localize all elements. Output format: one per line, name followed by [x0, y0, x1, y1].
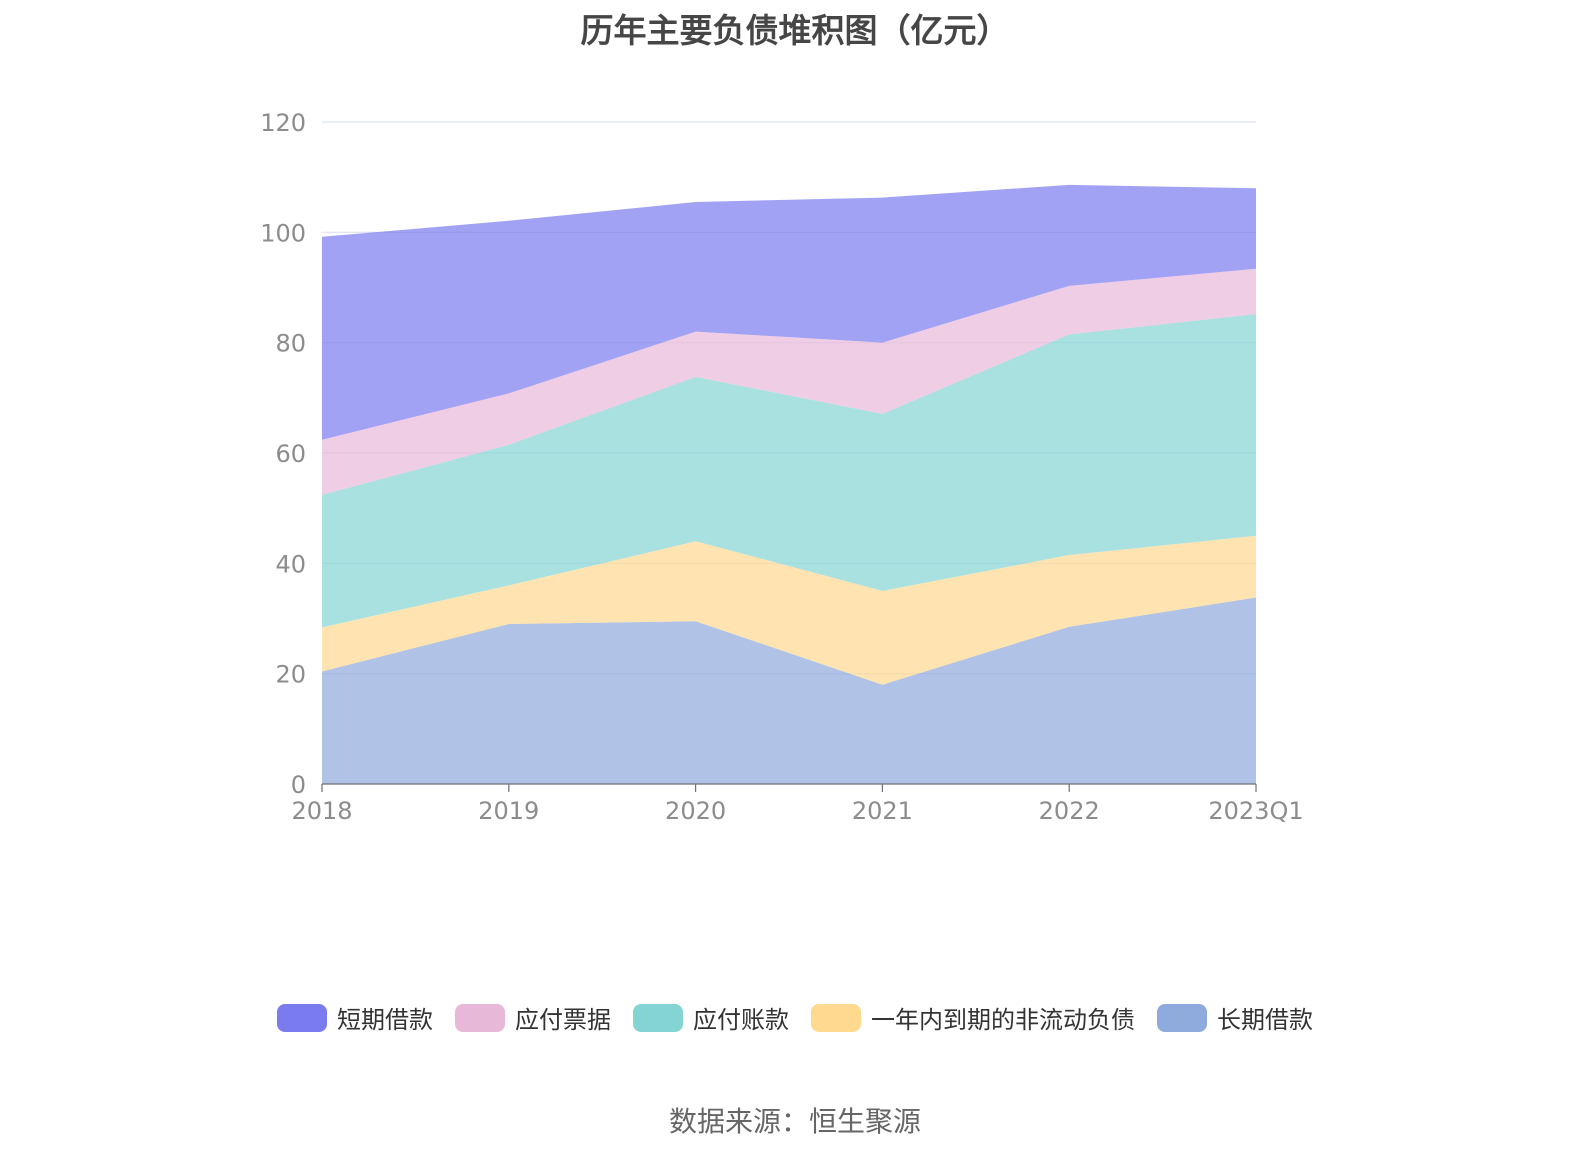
- area-一年内到期的非流动负债: [322, 535, 1256, 685]
- stacked-area-chart: 0 20 40 60 80 100 120 2018 2019 2020 2021 2022 2023…: [260, 109, 1303, 825]
- y-tick-label: 60: [275, 440, 306, 468]
- legend-label: 一年内到期的非流动负债: [871, 1006, 1135, 1034]
- y-tick-label: 0: [291, 771, 306, 799]
- legend-item[interactable]: 长期借款: [1157, 1000, 1313, 1035]
- data-source: 数据来源：恒生聚源: [668, 1105, 921, 1138]
- x-tick-label: 2018: [291, 797, 352, 825]
- legend-item[interactable]: 应付账款: [633, 1000, 789, 1035]
- legend-label: 短期借款: [337, 1006, 433, 1034]
- area-应付票据: [322, 268, 1256, 495]
- legend-swatch: [633, 1003, 683, 1032]
- legend-label: 应付票据: [515, 1006, 611, 1034]
- area-短期借款: [322, 184, 1256, 440]
- legend: 短期借款 应付票据 应付账款 一年内到期的非流动负债 长期借款: [0, 1000, 1590, 1035]
- legend-swatch: [1157, 1003, 1207, 1032]
- x-tick-label: 2023Q1: [1208, 797, 1303, 825]
- y-tick-label: 20: [275, 661, 306, 689]
- legend-swatch: [455, 1003, 505, 1032]
- y-tick-label: 40: [275, 550, 306, 578]
- legend-swatch: [277, 1003, 327, 1032]
- x-tick-label: 2022: [1039, 797, 1100, 825]
- x-axis-ticks: 2018 2019 2020 2021 2022 2023Q1: [291, 797, 1303, 825]
- x-tick-label: 2021: [852, 797, 913, 825]
- y-tick-label: 100: [260, 219, 306, 247]
- area-应付账款: [322, 313, 1256, 628]
- legend-item[interactable]: 短期借款: [277, 1000, 433, 1035]
- legend-item[interactable]: 一年内到期的非流动负债: [811, 1000, 1135, 1035]
- chart-title: 历年主要负债堆积图（亿元）: [580, 11, 1010, 50]
- area-layers: [322, 184, 1256, 784]
- axes: [321, 783, 1257, 792]
- legend-swatch: [811, 1003, 861, 1032]
- legend-label: 长期借款: [1217, 1006, 1313, 1034]
- y-axis-ticks: 0 20 40 60 80 100 120: [260, 109, 306, 799]
- y-tick-label: 80: [275, 330, 306, 358]
- legend-item[interactable]: 应付票据: [455, 1000, 611, 1035]
- x-tick-label: 2019: [478, 797, 539, 825]
- legend-label: 应付账款: [693, 1006, 789, 1034]
- x-tick-label: 2020: [665, 797, 726, 825]
- area-长期借款: [322, 597, 1256, 784]
- y-tick-label: 120: [260, 109, 306, 137]
